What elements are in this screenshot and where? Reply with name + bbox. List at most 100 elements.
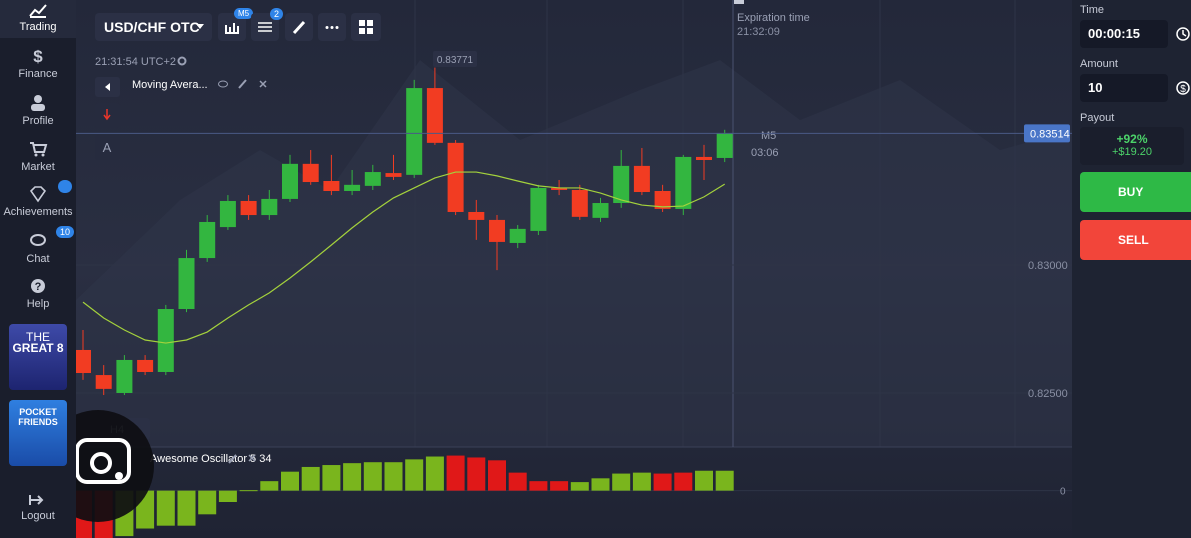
candle-body	[282, 163, 298, 199]
high-label: 0.83771	[437, 55, 474, 66]
promo-card[interactable]: THE GREAT 8	[9, 324, 67, 390]
vertical-grid	[414, 0, 1016, 447]
oscillator-bar	[260, 481, 279, 491]
nav-label: Trading	[19, 21, 57, 33]
oscillator-bar	[508, 472, 527, 491]
icon	[325, 26, 339, 29]
oscillator-bar	[239, 490, 258, 492]
current-price-box	[1024, 124, 1070, 143]
candle-body	[95, 375, 112, 389]
oscillator-bar	[550, 481, 569, 491]
promo-card[interactable]: POCKET FRIENDS	[9, 400, 67, 466]
oscillator-bar	[301, 466, 320, 491]
oscillator-name: Awesome Oscillator 5 34	[150, 453, 271, 465]
close-icon[interactable]	[259, 80, 267, 88]
oscillator-bar	[467, 457, 486, 491]
oscillator-bar	[384, 462, 403, 491]
nav-item[interactable]: Trading	[0, 2, 76, 33]
expiration-label: Expiration time	[737, 12, 810, 24]
candle-body	[344, 184, 361, 191]
pair-selector[interactable]: USD/CHF OTC	[95, 13, 212, 41]
close-icon[interactable]	[248, 454, 256, 462]
buy-button[interactable]: BUY	[1080, 172, 1191, 212]
time-label: Time	[1080, 4, 1105, 16]
edit-icon[interactable]	[238, 79, 247, 89]
current-price-label: 0.83514	[1030, 128, 1070, 140]
timeframe-badge: M5	[234, 8, 254, 19]
nav-label: Finance	[18, 68, 58, 80]
promo-line: FRIENDS	[18, 417, 58, 427]
candle-body	[137, 359, 154, 372]
candle-body	[613, 165, 630, 204]
active-item-bg	[0, 0, 76, 38]
candle-body	[385, 173, 402, 177]
oscillator-bar	[529, 481, 548, 491]
nav-item[interactable]: Profile	[0, 94, 76, 127]
drawing-button[interactable]	[285, 13, 313, 41]
nav-item[interactable]: Chat	[0, 232, 76, 265]
candle-body	[116, 359, 133, 393]
nav-item[interactable]: Logout	[0, 493, 76, 522]
clock: 21:31:54 UTC+2	[95, 56, 176, 68]
oscillator-bar	[198, 490, 217, 515]
chart: Expiration time 21:32:09 M5 03:06 21:31:…	[42, 0, 1072, 538]
drawing-tool: A	[103, 140, 112, 155]
nav-item[interactable]: Market	[0, 140, 76, 173]
oscillator-bar	[218, 490, 237, 502]
layout-button[interactable]	[351, 13, 381, 41]
icon	[31, 95, 45, 111]
expiration-marker	[734, 0, 744, 4]
payout-amount: +$19.20	[1111, 146, 1153, 158]
nav-item[interactable]: $ Finance	[0, 47, 76, 80]
candle-body	[716, 133, 733, 158]
indicator-name: Moving Avera...	[132, 79, 208, 91]
nav-item[interactable]: ? Help	[0, 277, 76, 310]
candle-body	[364, 172, 381, 186]
icon	[359, 20, 373, 34]
candle-body	[219, 200, 236, 228]
icon	[29, 186, 47, 203]
down-arrow-icon	[103, 109, 111, 121]
candle-body	[633, 165, 650, 193]
candle-body	[654, 190, 671, 209]
nav-label: Chat	[26, 253, 50, 265]
candle-body	[261, 198, 278, 216]
candle-body	[323, 181, 340, 191]
chat-badge: 10	[56, 226, 75, 238]
nav-item[interactable]: Achievements	[0, 185, 76, 218]
more-button[interactable]	[318, 13, 346, 41]
payout-box: +92% +$19.20	[1080, 127, 1184, 165]
sell-button[interactable]: SELL	[1080, 220, 1191, 260]
currency-icon[interactable]: $	[1176, 81, 1190, 95]
timeframe-label: M5	[761, 130, 776, 142]
oscillator-bar	[156, 490, 175, 526]
oscillator-tick-label: 0	[1060, 487, 1066, 498]
collapse-arrow	[105, 83, 110, 91]
candle-body	[157, 309, 174, 372]
oscillator-bar	[177, 490, 196, 526]
time-input[interactable]: 00:00:15	[1080, 20, 1168, 48]
dropdown-icon	[196, 24, 204, 29]
candle-body	[530, 187, 547, 231]
edit-icon[interactable]	[228, 454, 237, 464]
nav-label: Help	[26, 298, 50, 310]
candle-body	[551, 187, 568, 190]
oscillator-bar	[405, 459, 424, 491]
clock-icon[interactable]	[1176, 27, 1190, 41]
candle-body	[178, 258, 195, 310]
oscillator-bar	[695, 470, 713, 491]
candle-body	[447, 142, 464, 212]
oscillator-bar	[632, 472, 651, 491]
icon	[29, 4, 47, 18]
settings-icon[interactable]	[177, 56, 187, 66]
promo-line: THE	[26, 330, 50, 344]
tool-button[interactable]	[95, 135, 120, 160]
eye-icon[interactable]	[218, 80, 228, 88]
oscillator-bar	[653, 473, 672, 491]
amount-input[interactable]: 10	[1080, 74, 1168, 102]
y-tick-label: 0.83000	[1028, 260, 1068, 272]
candle-body	[489, 219, 505, 242]
candle-body	[509, 228, 526, 243]
oscillator-bar	[570, 482, 589, 491]
